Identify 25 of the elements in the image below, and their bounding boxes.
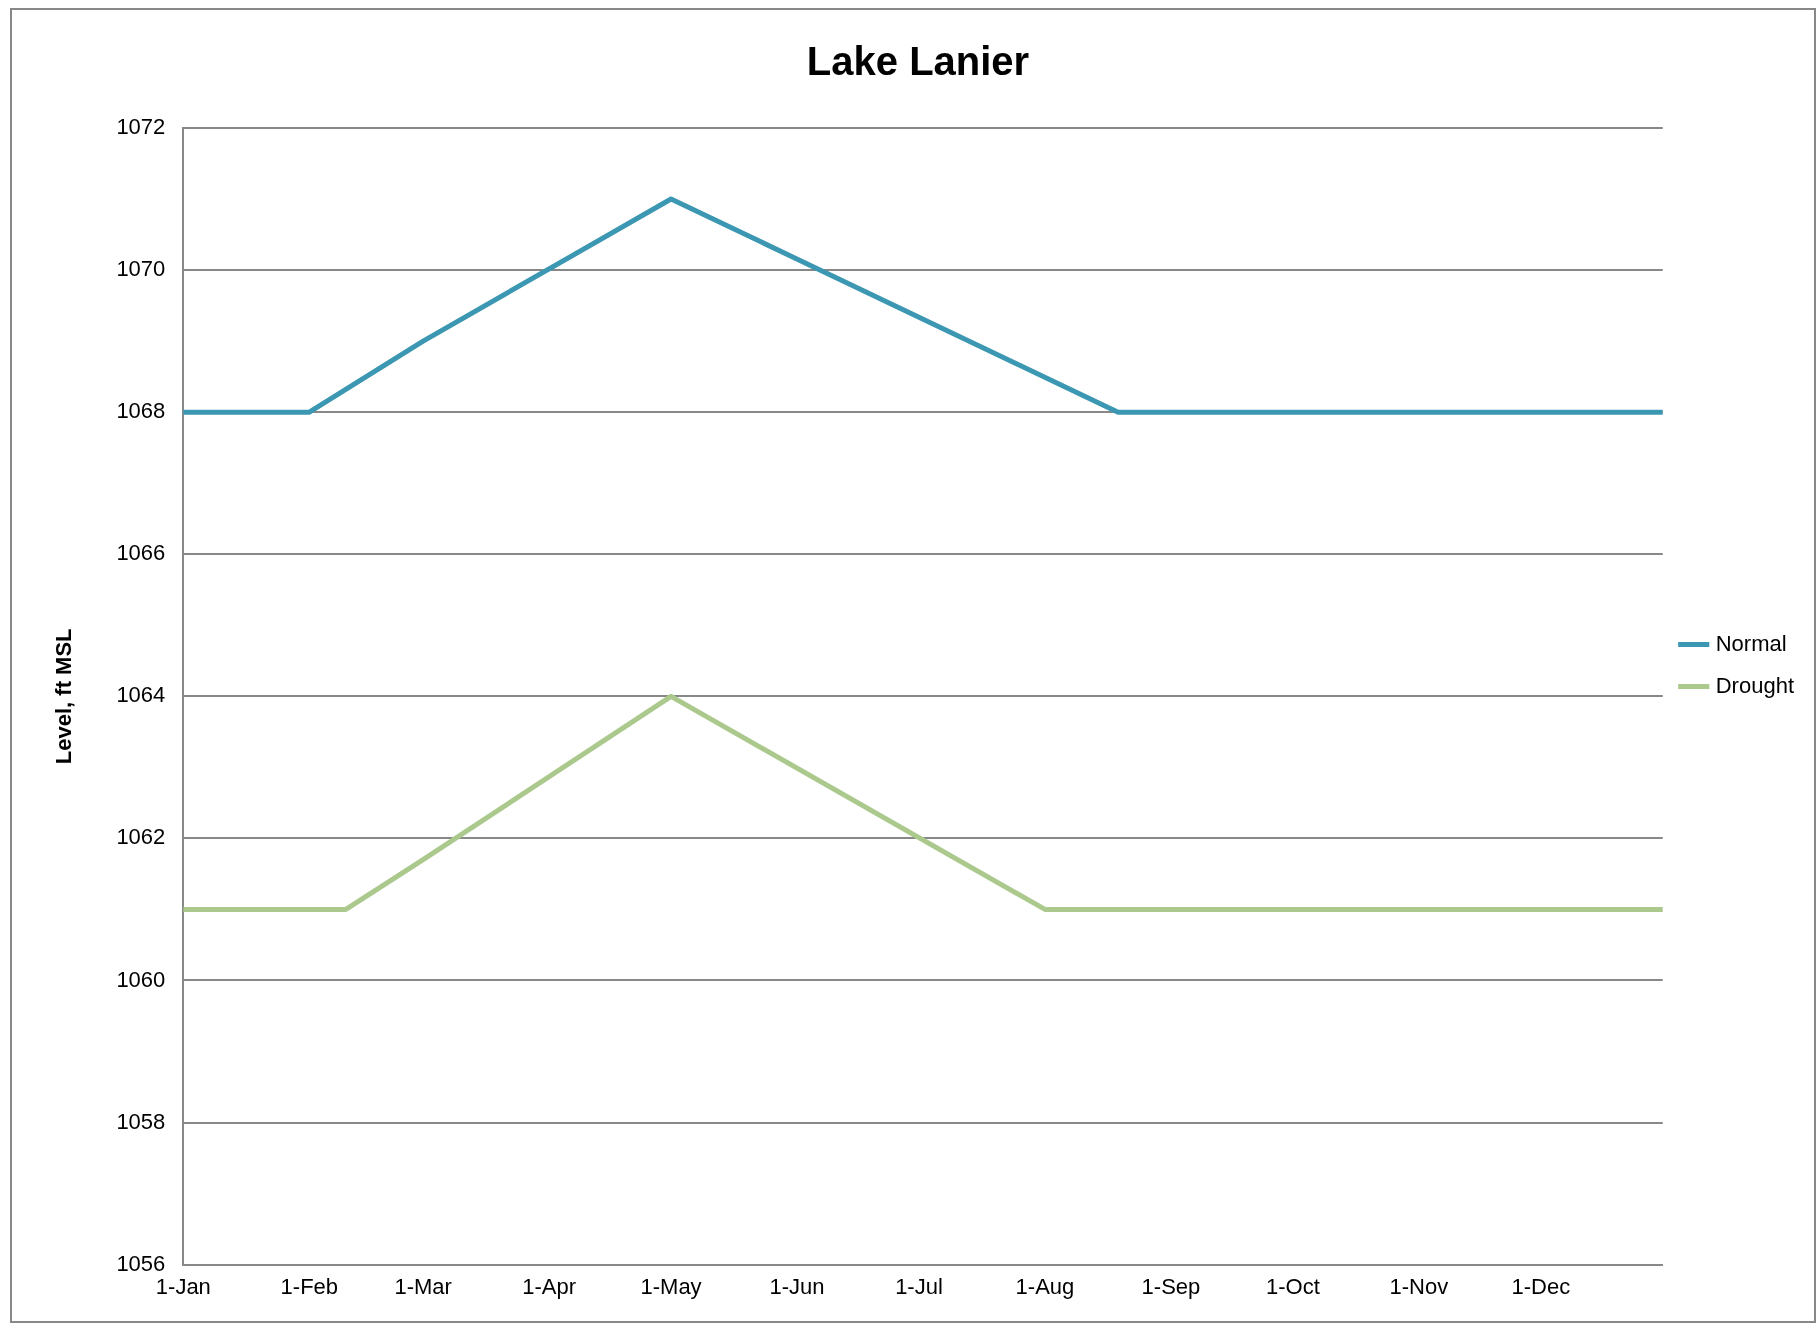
chart-title: Lake Lanier: [806, 39, 1030, 84]
y-tick-label: 1062: [116, 824, 166, 850]
y-tick-label: 1056: [116, 1250, 166, 1276]
y-tick-label: 1060: [116, 966, 166, 992]
y-axis-title: Level, ft MSL: [51, 628, 77, 765]
x-tick-label: 1-Jan: [155, 1273, 211, 1299]
x-tick-label: 1-Jun: [769, 1273, 825, 1299]
y-tick-label: 1066: [116, 540, 166, 566]
x-tick-label: 1-Dec: [1511, 1273, 1571, 1299]
legend-label: Drought: [1715, 672, 1795, 698]
y-tick-label: 1068: [116, 398, 166, 424]
x-tick-label: 1-Aug: [1015, 1273, 1075, 1299]
x-tick-label: 1-Nov: [1389, 1273, 1449, 1299]
x-tick-label: 1-Mar: [394, 1273, 452, 1299]
y-tick-label: 1070: [116, 256, 166, 282]
y-tick-label: 1064: [116, 682, 166, 708]
x-tick-label: 1-Feb: [280, 1273, 339, 1299]
legend-label: Normal: [1715, 630, 1787, 656]
x-tick-label: 1-Jul: [895, 1273, 943, 1299]
y-tick-label: 1072: [116, 114, 166, 140]
y-tick-label: 1058: [116, 1108, 166, 1134]
x-tick-label: 1-Sep: [1141, 1273, 1201, 1299]
x-tick-label: 1-May: [640, 1273, 702, 1299]
x-tick-label: 1-Apr: [522, 1273, 577, 1299]
x-tick-label: 1-Oct: [1265, 1273, 1320, 1299]
